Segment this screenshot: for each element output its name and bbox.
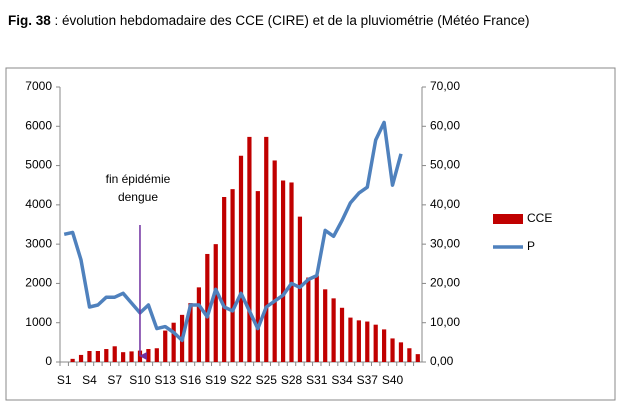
y-tick-label: 5000 <box>25 158 52 172</box>
x-tick-label: S13 <box>155 373 177 387</box>
legend-label: CCE <box>527 211 552 225</box>
x-tick-label: S28 <box>281 373 303 387</box>
y2-tick-label: 10,00 <box>430 315 460 329</box>
caption-label: Fig. 38 <box>8 13 51 28</box>
bar <box>382 329 387 362</box>
bar <box>87 351 92 362</box>
bar <box>289 182 294 362</box>
y2-tick-label: 40,00 <box>430 197 460 211</box>
bar <box>121 352 126 362</box>
bar <box>264 136 269 362</box>
bar <box>331 298 336 362</box>
legend-label: P <box>527 239 535 253</box>
y2-tick-label: 20,00 <box>430 276 460 290</box>
bar <box>247 136 252 362</box>
x-tick-label: S16 <box>180 373 202 387</box>
y-tick-label: 0 <box>45 354 52 368</box>
x-tick-label: S4 <box>82 373 97 387</box>
y-tick-label: 7000 <box>25 79 52 93</box>
bar <box>112 346 117 362</box>
bar <box>171 322 176 362</box>
bar <box>356 320 361 362</box>
bar <box>407 348 412 362</box>
x-tick-label: S1 <box>57 373 72 387</box>
y-tick-label: 1000 <box>25 315 52 329</box>
x-tick-label: S40 <box>382 373 404 387</box>
bar <box>339 307 345 362</box>
x-tick-label: S10 <box>129 373 151 387</box>
bar <box>398 342 404 362</box>
bar <box>272 160 277 362</box>
x-tick-label: S25 <box>256 373 278 387</box>
bar <box>213 244 218 362</box>
bar <box>78 354 84 362</box>
y2-tick-label: 70,00 <box>430 79 460 93</box>
bar <box>163 330 168 362</box>
bar <box>146 349 151 362</box>
y-tick-label: 2000 <box>25 276 52 290</box>
bar <box>95 351 100 362</box>
bar <box>104 349 109 362</box>
y-tick-label: 4000 <box>25 197 52 211</box>
bar <box>154 348 159 362</box>
x-tick-label: S7 <box>107 373 122 387</box>
bar <box>348 317 353 362</box>
y-tick-label: 6000 <box>25 118 52 132</box>
y2-tick-label: 0,00 <box>430 354 454 368</box>
x-tick-label: S31 <box>306 373 328 387</box>
x-tick-label: S19 <box>205 373 227 387</box>
line <box>63 120 403 343</box>
bar <box>297 216 303 362</box>
bar <box>255 191 260 362</box>
caption: Fig. 38 : évolution hebdomadaire des CCE… <box>8 12 608 29</box>
bar <box>188 303 193 362</box>
bar <box>280 180 286 362</box>
y2-tick-label: 50,00 <box>430 158 460 172</box>
annotation-text: fin épidémie <box>106 172 171 186</box>
caption-text: : évolution hebdomadaire des CCE (CIRE) … <box>54 13 530 28</box>
x-tick-label: S37 <box>357 373 379 387</box>
bar <box>390 338 395 362</box>
bar <box>373 324 378 362</box>
bar <box>70 358 75 362</box>
bar <box>314 275 319 362</box>
bar <box>129 351 134 362</box>
x-tick-label: S22 <box>230 373 252 387</box>
bar <box>323 289 328 362</box>
bar <box>230 189 235 362</box>
y2-tick-label: 30,00 <box>430 236 460 250</box>
bar <box>238 155 244 362</box>
bar <box>415 354 420 362</box>
legend-swatch <box>493 214 523 224</box>
x-tick-label: S34 <box>331 373 353 387</box>
annotation-text: dengue <box>118 190 158 204</box>
y2-tick-label: 60,00 <box>430 118 460 132</box>
chart-frame <box>5 67 616 401</box>
bar <box>222 197 227 362</box>
bar <box>365 321 370 362</box>
bar <box>205 253 210 362</box>
bar <box>306 277 311 362</box>
y-tick-label: 3000 <box>25 236 52 250</box>
bar <box>196 287 202 362</box>
